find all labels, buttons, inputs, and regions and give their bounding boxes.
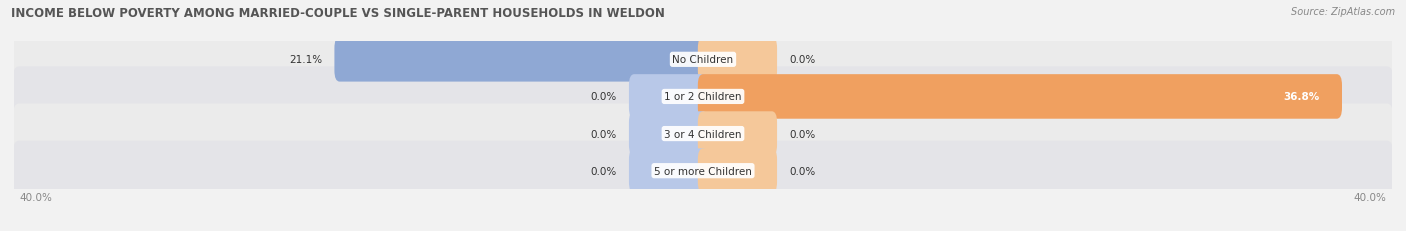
Text: No Children: No Children (672, 55, 734, 65)
Text: 0.0%: 0.0% (591, 166, 617, 176)
FancyBboxPatch shape (697, 112, 778, 156)
FancyBboxPatch shape (628, 112, 709, 156)
Text: 0.0%: 0.0% (789, 55, 815, 65)
FancyBboxPatch shape (13, 141, 1393, 201)
FancyBboxPatch shape (697, 149, 778, 193)
FancyBboxPatch shape (13, 104, 1393, 164)
FancyBboxPatch shape (13, 67, 1393, 127)
FancyBboxPatch shape (697, 38, 778, 82)
Text: 40.0%: 40.0% (20, 192, 52, 202)
Text: Source: ZipAtlas.com: Source: ZipAtlas.com (1291, 7, 1395, 17)
FancyBboxPatch shape (13, 30, 1393, 90)
FancyBboxPatch shape (628, 149, 709, 193)
Text: 21.1%: 21.1% (290, 55, 322, 65)
Text: 1 or 2 Children: 1 or 2 Children (664, 92, 742, 102)
Text: 40.0%: 40.0% (1354, 192, 1386, 202)
Text: 0.0%: 0.0% (591, 129, 617, 139)
Text: INCOME BELOW POVERTY AMONG MARRIED-COUPLE VS SINGLE-PARENT HOUSEHOLDS IN WELDON: INCOME BELOW POVERTY AMONG MARRIED-COUPL… (11, 7, 665, 20)
FancyBboxPatch shape (335, 38, 709, 82)
Text: 0.0%: 0.0% (591, 92, 617, 102)
Text: 0.0%: 0.0% (789, 129, 815, 139)
Text: 36.8%: 36.8% (1284, 92, 1320, 102)
FancyBboxPatch shape (628, 75, 709, 119)
Text: 5 or more Children: 5 or more Children (654, 166, 752, 176)
Text: 0.0%: 0.0% (789, 166, 815, 176)
Text: 3 or 4 Children: 3 or 4 Children (664, 129, 742, 139)
FancyBboxPatch shape (697, 75, 1341, 119)
